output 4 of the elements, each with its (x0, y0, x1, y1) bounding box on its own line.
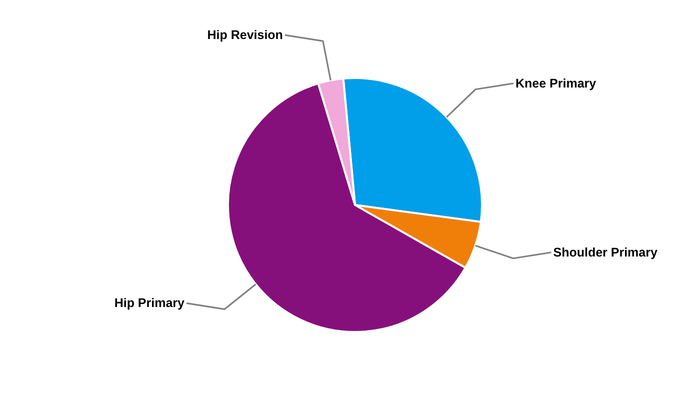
slice-label: Hip Revision (207, 28, 283, 42)
slice-label: Knee Primary (515, 76, 596, 90)
slice-label: Shoulder Primary (553, 245, 658, 260)
slice-label: Hip Primary (114, 296, 185, 310)
